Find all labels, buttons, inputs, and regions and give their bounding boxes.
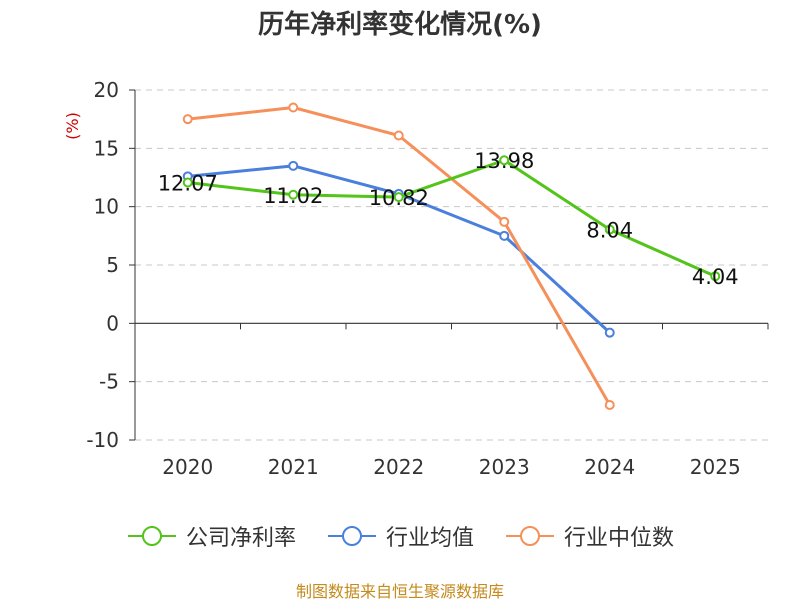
data-point (288, 102, 299, 113)
data-point (182, 114, 193, 125)
series-line (187, 158, 716, 278)
legend-marker-icon (127, 526, 176, 546)
data-label: 8.04 (586, 219, 633, 243)
data-point (182, 177, 193, 188)
y-tick-label: 20 (94, 78, 119, 102)
data-point (499, 155, 510, 166)
grid (135, 89, 768, 441)
source-note: 制图数据来自恒生聚源数据库 (295, 582, 504, 601)
x-tick-label: 2022 (373, 455, 424, 479)
x-tick-label: 2025 (690, 455, 741, 479)
legend-item-industry-mean[interactable]: 行业均值 (326, 520, 474, 552)
data-point (393, 192, 404, 203)
series (182, 102, 721, 410)
x-tick-label: 2024 (584, 455, 635, 479)
legend-label: 行业均值 (385, 526, 474, 551)
data-labels: 12.07 11.02 10.82 13.98 8.04 4.04 (158, 149, 739, 289)
data-point (710, 271, 721, 282)
data-point (288, 189, 299, 200)
y-tick-label: 5 (106, 253, 119, 277)
data-point (288, 160, 299, 171)
data-point (393, 130, 404, 141)
axes: 20 15 10 5 0 -5 -10 2020 2021 2022 2023 2024 2025 (%) (63, 78, 769, 479)
data-point (499, 230, 510, 241)
x-tick-label: 2021 (268, 455, 319, 479)
legend-item-industry-median[interactable]: 行业中位数 (504, 520, 674, 552)
legend-label: 公司净利率 (185, 526, 296, 551)
series-line (187, 106, 612, 406)
y-tick-label: 15 (94, 136, 119, 160)
y-tick-label: 10 (94, 195, 119, 219)
legend-marker-icon (506, 526, 554, 546)
y-axis-label: (%) (63, 112, 82, 140)
data-label: 12.07 (158, 172, 218, 196)
data-point (499, 216, 510, 227)
legend-marker-icon (327, 526, 376, 546)
x-tick-label: 2023 (479, 455, 530, 479)
data-point (604, 224, 615, 235)
data-label: 11.02 (263, 184, 323, 208)
x-tick-label: 2020 (162, 455, 213, 479)
legend-item-company[interactable]: 公司净利率 (126, 520, 296, 552)
legend-label: 行业中位数 (564, 526, 675, 551)
y-tick-label: -10 (86, 428, 119, 452)
data-point (604, 327, 615, 338)
legend: 公司净利率 行业均值 行业中位数 (0, 520, 800, 552)
y-tick-label: 0 (106, 311, 119, 335)
chart-title: 历年净利率变化情况(%) (258, 10, 542, 40)
data-label: 13.98 (474, 149, 534, 173)
data-point (604, 400, 615, 410)
data-label: 10.82 (369, 186, 429, 210)
y-tick-label: -5 (99, 370, 119, 394)
data-label: 4.04 (692, 265, 739, 289)
